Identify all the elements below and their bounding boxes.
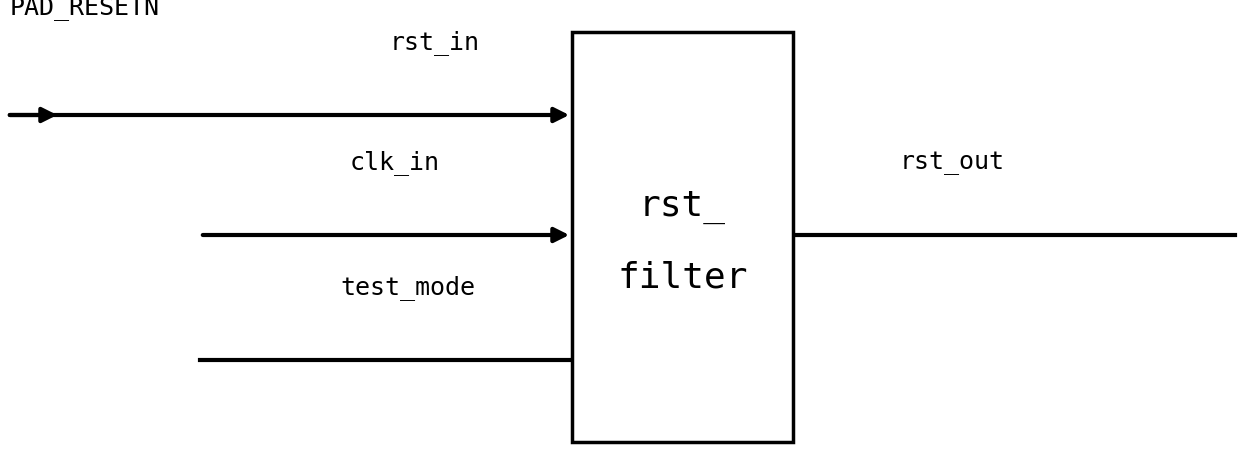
Text: filter: filter xyxy=(617,260,748,294)
Text: rst_out: rst_out xyxy=(900,151,1005,175)
Text: PAD_RESETN: PAD_RESETN xyxy=(10,0,160,20)
Bar xyxy=(572,32,793,442)
Text: clk_in: clk_in xyxy=(349,150,440,175)
Text: test_mode: test_mode xyxy=(339,275,475,300)
Text: rst_: rst_ xyxy=(639,190,726,224)
Text: rst_in: rst_in xyxy=(390,30,479,55)
